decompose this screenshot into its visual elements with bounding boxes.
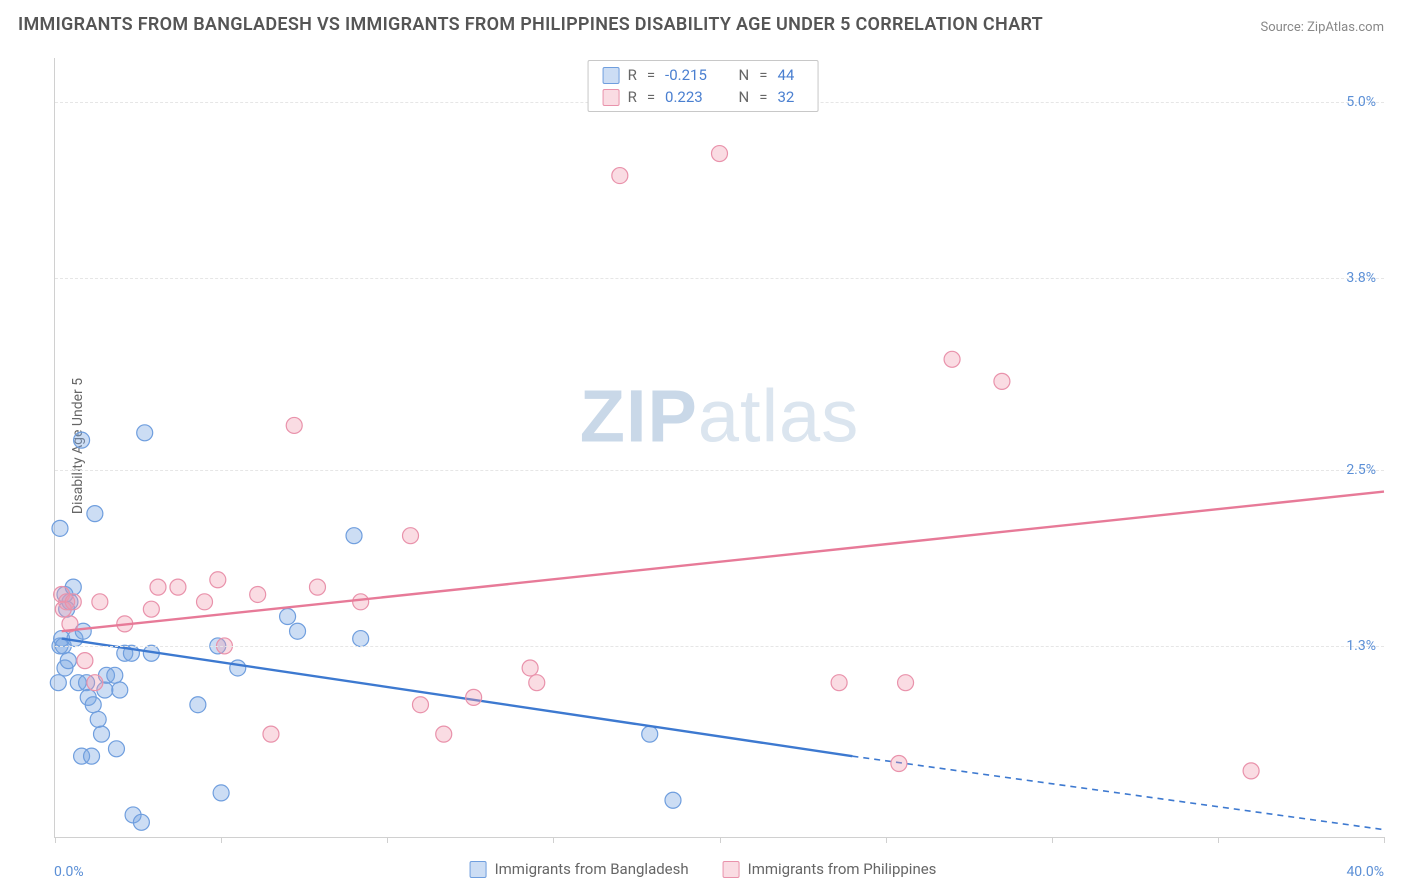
x-tick: [1052, 837, 1053, 843]
data-point: [213, 785, 229, 801]
stats-legend: R=-0.215 N=44 R=0.223 N=32: [588, 60, 819, 112]
data-point: [280, 609, 296, 625]
data-point: [994, 373, 1010, 389]
data-point: [170, 579, 186, 595]
data-point: [529, 675, 545, 691]
x-tick: [387, 837, 388, 843]
scatter-svg: [55, 58, 1384, 837]
x-tick: [720, 837, 721, 843]
data-point: [346, 528, 362, 544]
data-point: [831, 675, 847, 691]
data-point: [52, 520, 68, 536]
legend-swatch: [603, 67, 620, 84]
legend-swatch: [603, 89, 620, 106]
x-tick: [553, 837, 554, 843]
stats-legend-row: R=-0.215 N=44: [603, 66, 804, 84]
x-tick: [886, 837, 887, 843]
x-tick: [1384, 837, 1385, 843]
series-legend-label: Immigrants from Philippines: [748, 860, 937, 878]
gridline: [55, 278, 1384, 279]
data-point: [230, 660, 246, 676]
data-point: [60, 653, 76, 669]
x-min-label: 0.0%: [54, 864, 84, 880]
data-point: [65, 594, 81, 610]
y-tick-label: 3.8%: [1346, 270, 1376, 286]
data-point: [85, 697, 101, 713]
data-point: [353, 594, 369, 610]
data-point: [612, 168, 628, 184]
series-legend: Immigrants from Bangladesh Immigrants fro…: [470, 860, 937, 878]
data-point: [143, 601, 159, 617]
data-point: [353, 631, 369, 647]
series-legend-item: Immigrants from Bangladesh: [470, 860, 689, 878]
data-point: [94, 726, 110, 742]
y-tick-label: 1.3%: [1346, 638, 1376, 654]
series-legend-item: Immigrants from Philippines: [723, 860, 937, 878]
y-tick-label: 5.0%: [1346, 94, 1376, 110]
series-legend-label: Immigrants from Bangladesh: [495, 860, 689, 878]
gridline: [55, 646, 1384, 647]
data-point: [1243, 763, 1259, 779]
data-point: [944, 351, 960, 367]
data-point: [90, 711, 106, 727]
trend-line-extension: [852, 756, 1384, 829]
data-point: [84, 748, 100, 764]
data-point: [107, 667, 123, 683]
data-point: [197, 594, 213, 610]
data-point: [891, 756, 907, 772]
chart-title: IMMIGRANTS FROM BANGLADESH VS IMMIGRANTS…: [18, 14, 1043, 35]
gridline: [55, 470, 1384, 471]
data-point: [250, 586, 266, 602]
data-point: [92, 594, 108, 610]
data-point: [309, 579, 325, 595]
source-label: Source: ZipAtlas.com: [1260, 20, 1384, 35]
data-point: [137, 425, 153, 441]
data-point: [108, 741, 124, 757]
x-tick: [221, 837, 222, 843]
data-point: [290, 623, 306, 639]
data-point: [263, 726, 279, 742]
data-point: [87, 506, 103, 522]
data-point: [210, 572, 226, 588]
data-point: [190, 697, 206, 713]
x-tick: [55, 837, 56, 843]
x-tick: [1218, 837, 1219, 843]
data-point: [133, 814, 149, 830]
trend-line: [62, 639, 853, 757]
stats-legend-row: R=0.223 N=32: [603, 88, 804, 106]
legend-swatch: [723, 861, 740, 878]
data-point: [665, 792, 681, 808]
data-point: [150, 579, 166, 595]
data-point: [74, 432, 90, 448]
data-point: [898, 675, 914, 691]
plot-area: ZIPatlas 1.3%2.5%3.8%5.0%: [54, 58, 1384, 838]
trend-line: [62, 492, 1384, 632]
data-point: [412, 697, 428, 713]
data-point: [112, 682, 128, 698]
data-point: [50, 675, 66, 691]
y-tick-label: 2.5%: [1346, 462, 1376, 478]
data-point: [522, 660, 538, 676]
x-max-label: 40.0%: [1346, 864, 1384, 880]
data-point: [77, 653, 93, 669]
data-point: [642, 726, 658, 742]
data-point: [87, 675, 103, 691]
data-point: [712, 146, 728, 162]
legend-swatch: [470, 861, 487, 878]
data-point: [403, 528, 419, 544]
data-point: [436, 726, 452, 742]
data-point: [286, 417, 302, 433]
data-point: [466, 689, 482, 705]
